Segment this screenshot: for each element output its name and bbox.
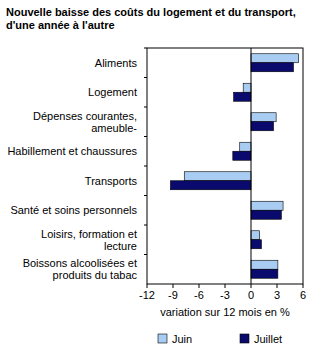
text-line: Santé et soins personnels [10, 204, 137, 216]
text-line: Loisirs, formation et [41, 228, 137, 240]
bar [234, 92, 251, 101]
bar [251, 260, 278, 269]
text-line: d'une année à l'autre [6, 19, 115, 31]
x-tick-label: 6 [300, 289, 306, 301]
x-tick [277, 284, 278, 288]
x-tick-label: -9 [168, 289, 178, 301]
bar [184, 172, 251, 181]
bar [251, 201, 283, 210]
category-label: Logement [88, 86, 137, 98]
text-line: produits du tabac [53, 269, 138, 281]
text-line: ameuble- [91, 122, 137, 134]
x-tick [303, 284, 304, 288]
bar [251, 231, 260, 240]
category-tick [144, 225, 147, 226]
category-label: Transports [85, 175, 138, 187]
x-tick-label: 3 [274, 289, 280, 301]
x-tick-label: -12 [139, 289, 155, 301]
chart: Nouvelle baisse des coûts du logement et… [0, 0, 321, 359]
bar [251, 269, 278, 278]
x-tick [199, 284, 200, 288]
bar [233, 151, 251, 160]
legend-swatch [158, 334, 167, 343]
x-tick [251, 284, 252, 288]
category-tick [144, 107, 147, 108]
bar [251, 240, 261, 249]
text-line: Habillement et chaussures [7, 145, 137, 157]
category-label: Loisirs, formation etlecture [41, 228, 137, 252]
x-tick-label: 0 [248, 289, 254, 301]
category-tick [144, 136, 147, 137]
category-tick [144, 166, 147, 167]
bar [251, 113, 276, 122]
x-tick [173, 284, 174, 288]
x-tick [147, 284, 148, 288]
bar [251, 122, 274, 131]
category-tick [144, 254, 147, 255]
bar [251, 54, 299, 63]
category-tick [144, 77, 147, 78]
category-label: Dépenses courantes,ameuble- [33, 110, 137, 134]
bar [251, 63, 293, 72]
bar [251, 210, 281, 219]
x-tick-label: -3 [220, 289, 230, 301]
plot-frame [147, 48, 303, 284]
category-label: Aliments [95, 57, 138, 69]
x-tick-label: -6 [194, 289, 204, 301]
zero-line [251, 48, 252, 284]
category-tick [144, 48, 147, 49]
text-line: lecture [104, 240, 137, 252]
category-label: Habillement et chaussures [7, 145, 137, 157]
category-tick [144, 195, 147, 196]
title: Nouvelle baisse des coûts du logement et… [6, 6, 296, 31]
bar [243, 83, 251, 92]
text-line: Aliments [95, 57, 138, 69]
bar [240, 142, 251, 151]
x-tick [225, 284, 226, 288]
bar [170, 181, 251, 190]
legend-swatch [240, 334, 249, 343]
text-line: Boissons alcoolisées et [23, 257, 137, 269]
text-line: Logement [88, 86, 137, 98]
legend-label: Juin [172, 333, 192, 345]
text-line: Nouvelle baisse des coûts du logement et… [6, 6, 296, 18]
bars [170, 54, 298, 279]
legend-label: Juillet [254, 333, 282, 345]
text-line: Transports [85, 175, 138, 187]
text-line: Dépenses courantes, [33, 110, 137, 122]
category-label: Boissons alcoolisées etproduits du tabac [23, 257, 138, 281]
category-label: Santé et soins personnels [10, 204, 137, 216]
x-axis-label: variation sur 12 mois en % [160, 306, 290, 318]
